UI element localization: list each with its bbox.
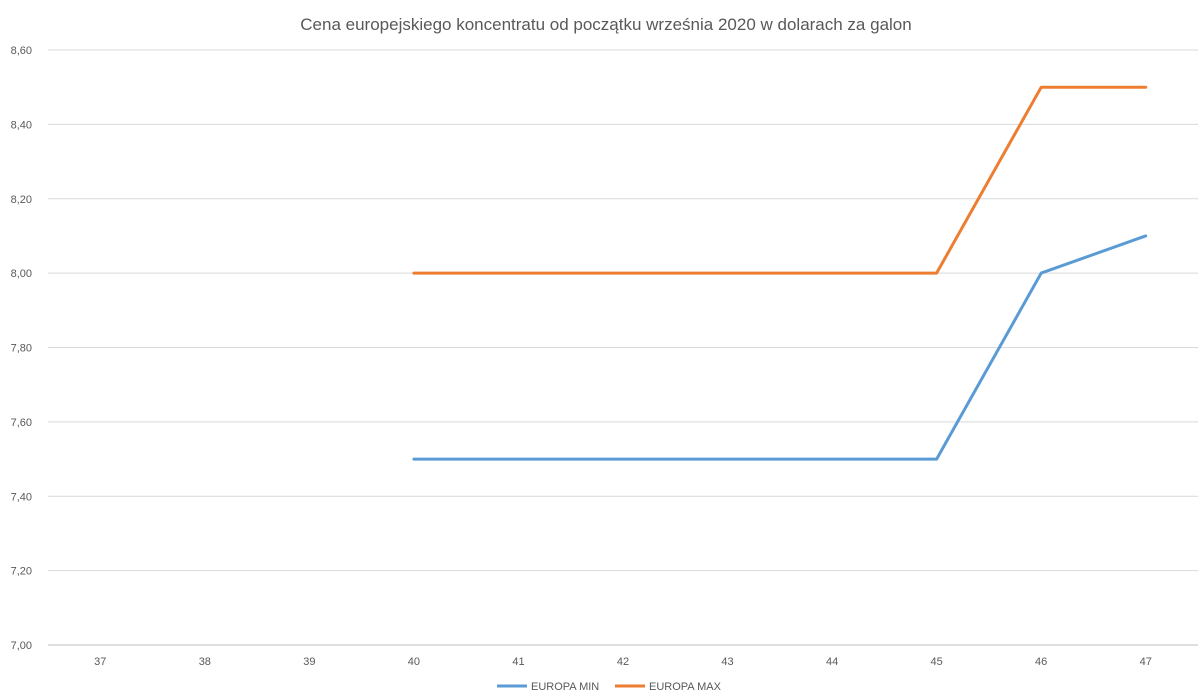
x-tick-label: 42 — [617, 656, 629, 668]
legend: EUROPA MIN EUROPA MAX — [497, 681, 722, 693]
x-axis-ticks: 37 38 39 40 41 42 43 44 45 46 47 — [94, 656, 1152, 668]
y-tick-label: 7,80 — [11, 343, 32, 355]
grid — [48, 49, 1198, 646]
x-tick-label: 45 — [931, 656, 943, 668]
y-tick-label: 7,40 — [11, 491, 32, 503]
y-tick-label: 7,20 — [11, 566, 32, 578]
y-tick-label: 8,00 — [11, 268, 32, 280]
x-tick-label: 43 — [721, 656, 733, 668]
y-tick-label: 8,20 — [11, 194, 32, 206]
x-tick-label: 41 — [512, 656, 524, 668]
x-tick-label: 37 — [94, 656, 106, 668]
y-tick-label: 8,40 — [11, 119, 32, 131]
series-lines — [412, 85, 1148, 461]
x-tick-label: 44 — [826, 656, 838, 668]
y-tick-label: 7,60 — [11, 417, 32, 429]
x-tick-label: 47 — [1140, 656, 1152, 668]
chart-title: Cena europejskiego koncentratu od począt… — [300, 15, 911, 34]
legend-label: EUROPA MAX — [649, 681, 722, 692]
x-tick-label: 38 — [199, 656, 211, 668]
series-line-europa-max — [412, 85, 1148, 275]
y-axis-ticks: 7,00 7,20 7,40 7,60 7,80 8,00 8,20 8,40 8,60 — [11, 45, 32, 652]
x-tick-label: 46 — [1035, 656, 1047, 668]
y-tick-label: 8,60 — [11, 45, 32, 57]
y-tick-label: 7,00 — [11, 640, 32, 652]
series-line-europa-min — [412, 234, 1148, 461]
x-tick-label: 40 — [408, 656, 420, 668]
x-tick-label: 39 — [303, 656, 315, 668]
legend-label: EUROPA MIN — [531, 681, 599, 692]
